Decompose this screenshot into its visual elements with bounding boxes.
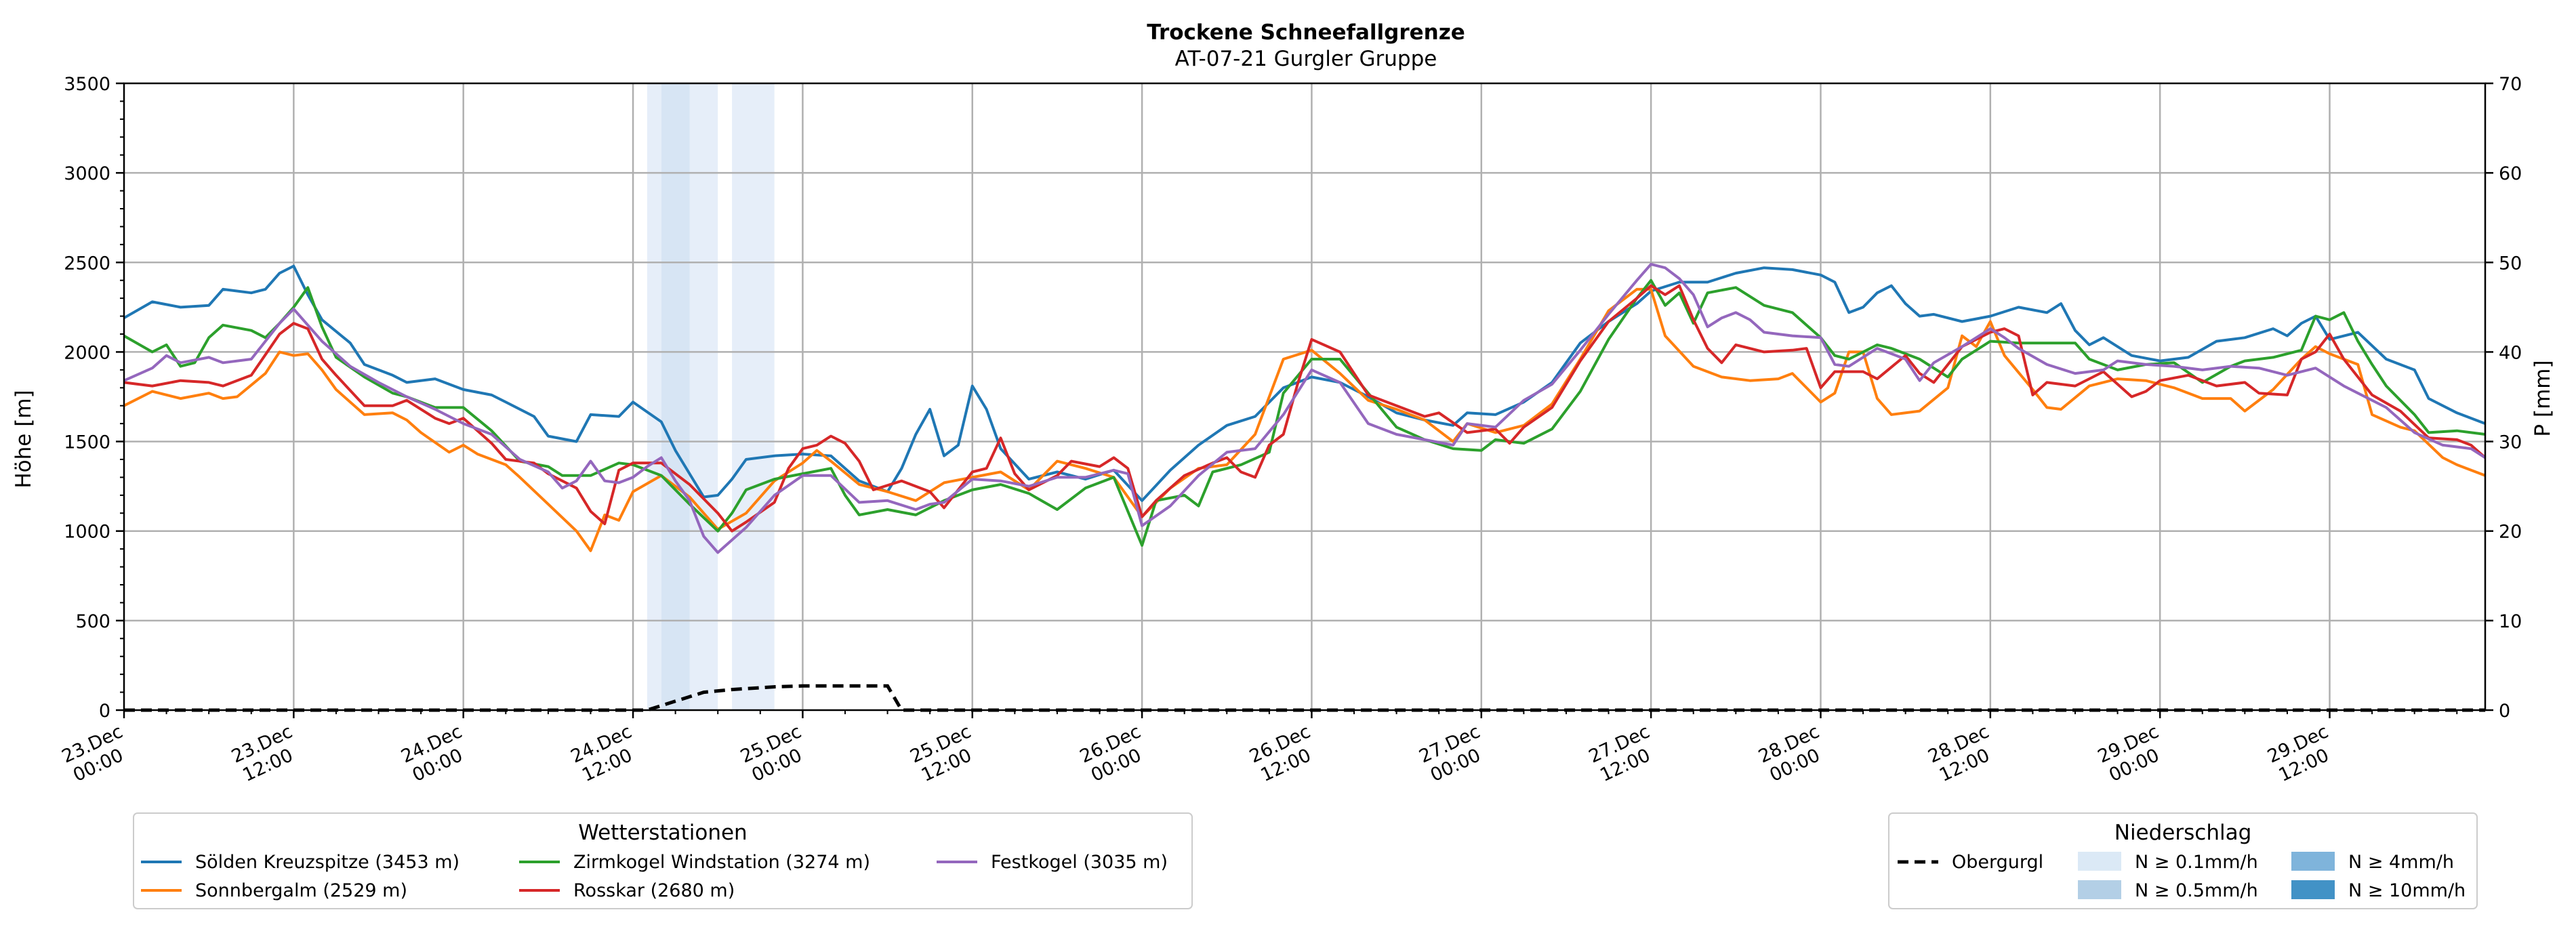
- stations-legend-items: Sölden Kreuzspitze (3453 m) Sonnbergalm (…: [141, 852, 1168, 901]
- precip-legend-patch-0: [2078, 852, 2121, 871]
- x-tick-label-11: 28.Dec12:00: [1925, 721, 2001, 787]
- precipitation-series: [124, 684, 2485, 712]
- y2-tick-label-2: 20: [2499, 522, 2522, 543]
- precipitation-bands: [647, 83, 775, 710]
- y2-axis-ticks: 0 10 20 30 40 50 60 70: [2485, 74, 2522, 722]
- precip-legend-label-2: N ≥ 4mm/h: [2348, 852, 2454, 873]
- precip-legend-label-0: N ≥ 0.1mm/h: [2135, 852, 2258, 873]
- y2-tick-label-6: 60: [2499, 163, 2522, 184]
- x-tick-label-4: 25.Dec00:00: [737, 721, 814, 787]
- y2-tick-label-7: 70: [2499, 74, 2522, 95]
- y2-axis-label: P [mm]: [2531, 360, 2555, 436]
- x-tick-label-3: 24.Dec12:00: [568, 721, 645, 787]
- x-tick-label-9: 27.Dec12:00: [1586, 721, 1662, 787]
- y-tick-label-7: 3500: [64, 74, 110, 95]
- y-tick-label-6: 3000: [64, 163, 110, 184]
- grid-lines: [124, 83, 2485, 710]
- precip-band-0: [647, 83, 661, 710]
- y-tick-label-5: 2500: [64, 253, 110, 274]
- precip-legend-patch-1: [2078, 880, 2121, 899]
- x-tick-label-6: 26.Dec00:00: [1077, 721, 1153, 787]
- precip-legend-patch-2: [2291, 852, 2335, 871]
- precip-band-1: [661, 83, 690, 710]
- y-axis-label: Höhe [m]: [12, 390, 36, 488]
- x-tick-label-12: 29.Dec00:00: [2095, 721, 2171, 787]
- x-tick-label-13: 29.Dec12:00: [2264, 721, 2341, 787]
- series-line-4: [123, 262, 2487, 554]
- chart-title: Trockene Schneefallgrenze: [1147, 20, 1465, 45]
- series-line-3: [123, 284, 2487, 533]
- precip-legend-label-3: N ≥ 10mm/h: [2348, 880, 2466, 901]
- y2-tick-label-1: 10: [2499, 611, 2522, 632]
- y-tick-label-0: 0: [99, 701, 110, 722]
- x-tick-label-2: 24.Dec00:00: [398, 721, 474, 787]
- y2-tick-label-0: 0: [2499, 701, 2510, 722]
- precipitation-legend-title: Niederschlag: [2114, 821, 2252, 845]
- precip-legend-patch-3: [2291, 880, 2335, 899]
- precip-legend-label-1: N ≥ 0.5mm/h: [2135, 880, 2258, 901]
- chart-subtitle: AT-07-21 Gurgler Gruppe: [1175, 47, 1437, 71]
- precip-line-obergurgl: [124, 684, 2485, 712]
- precip-band-3: [732, 83, 775, 710]
- legend-label-1: Sonnbergalm (2529 m): [195, 880, 407, 901]
- series-line-2: [123, 278, 2486, 547]
- stations-legend: Wetterstationen Sölden Kreuzspitze (3453…: [133, 812, 1193, 909]
- station-series: [123, 262, 2487, 554]
- y2-tick-label-3: 30: [2499, 432, 2522, 453]
- y-tick-label-2: 1000: [64, 522, 110, 543]
- series-line-1: [123, 287, 2486, 552]
- y2-tick-label-5: 50: [2499, 253, 2522, 274]
- precip-band-2: [689, 83, 718, 710]
- y-tick-label-4: 2000: [64, 342, 110, 363]
- x-tick-label-1: 23.Dec12:00: [228, 721, 305, 787]
- y-tick-label-1: 500: [75, 611, 110, 632]
- x-tick-label-7: 26.Dec12:00: [1246, 721, 1323, 787]
- legend-label-4: Festkogel (3035 m): [991, 852, 1168, 873]
- x-tick-label-10: 28.Dec00:00: [1755, 721, 1832, 787]
- x-axis-ticks: 23.Dec00:00 23.Dec12:00 24.Dec00:00 24.Dec1…: [59, 710, 2458, 787]
- x-tick-label-0: 23.Dec00:00: [59, 721, 136, 787]
- plot-frame: [123, 82, 2487, 711]
- series-line-0: [123, 264, 2486, 502]
- legend-label-0: Sölden Kreuzspitze (3453 m): [195, 852, 459, 873]
- y-tick-label-3: 1500: [64, 432, 110, 453]
- precipitation-legend-station: Obergurgl: [1952, 852, 2043, 873]
- x-tick-label-8: 27.Dec00:00: [1416, 721, 1492, 787]
- y-axis-ticks: 0 500 1000 1500 2000 2500 3000 3500: [64, 74, 124, 722]
- y2-tick-label-4: 40: [2499, 342, 2522, 363]
- legend-label-3: Rosskar (2680 m): [573, 880, 735, 901]
- x-tick-label-5: 25.Dec12:00: [907, 721, 983, 787]
- stations-legend-title: Wetterstationen: [578, 821, 747, 845]
- legend-label-2: Zirmkogel Windstation (3274 m): [573, 852, 870, 873]
- stations-legend-box: [133, 812, 1193, 909]
- precipitation-legend: Niederschlag Obergurgl N ≥ 0.1mm/hN ≥ 0.…: [1888, 812, 2478, 909]
- precipitation-legend-items: N ≥ 0.1mm/h N ≥ 0.5mm/h N ≥ 4mm/h N ≥ 10mm/…: [2078, 852, 2466, 901]
